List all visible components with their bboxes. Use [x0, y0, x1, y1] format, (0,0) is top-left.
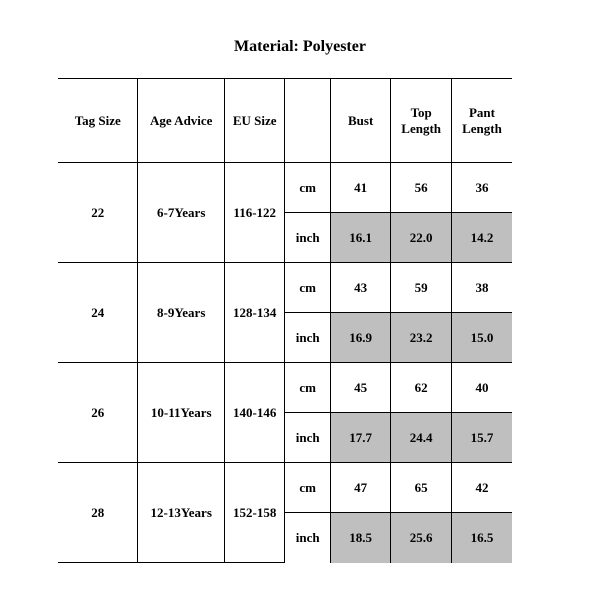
- cell-eu-size: 128-134: [224, 263, 285, 363]
- col-eu-size: EU Size: [224, 79, 285, 163]
- cell-bust-cm: 43: [330, 263, 391, 313]
- cell-bust-cm: 47: [330, 463, 391, 513]
- page: Material: Polyester Tag Size Age Advice …: [0, 0, 600, 600]
- cell-unit-cm: cm: [285, 163, 330, 213]
- cell-age-advice: 8-9Years: [138, 263, 224, 363]
- col-top-length: Top Length: [391, 79, 452, 163]
- cell-pant-inch: 14.2: [451, 213, 512, 263]
- col-pant-length: Pant Length: [451, 79, 512, 163]
- table-row: 26 10-11Years 140-146 cm 45 62 40: [58, 363, 512, 413]
- cell-top-cm: 56: [391, 163, 452, 213]
- cell-unit-inch: inch: [285, 513, 330, 563]
- cell-bust-cm: 41: [330, 163, 391, 213]
- cell-eu-size: 152-158: [224, 463, 285, 563]
- cell-tag-size: 26: [58, 363, 138, 463]
- cell-unit-inch: inch: [285, 313, 330, 363]
- cell-age-advice: 10-11Years: [138, 363, 224, 463]
- col-unit: [285, 79, 330, 163]
- cell-bust-inch: 16.9: [330, 313, 391, 363]
- cell-pant-cm: 42: [451, 463, 512, 513]
- cell-tag-size: 28: [58, 463, 138, 563]
- cell-unit-inch: inch: [285, 413, 330, 463]
- cell-top-cm: 62: [391, 363, 452, 413]
- table-row: 22 6-7Years 116-122 cm 41 56 36: [58, 163, 512, 213]
- cell-top-inch: 25.6: [391, 513, 452, 563]
- cell-age-advice: 6-7Years: [138, 163, 224, 263]
- cell-pant-inch: 16.5: [451, 513, 512, 563]
- cell-pant-cm: 36: [451, 163, 512, 213]
- col-tag-size: Tag Size: [58, 79, 138, 163]
- cell-pant-inch: 15.0: [451, 313, 512, 363]
- cell-unit-inch: inch: [285, 213, 330, 263]
- cell-pant-cm: 38: [451, 263, 512, 313]
- cell-bust-cm: 45: [330, 363, 391, 413]
- col-age-advice: Age Advice: [138, 79, 224, 163]
- cell-age-advice: 12-13Years: [138, 463, 224, 563]
- col-bust: Bust: [330, 79, 391, 163]
- cell-unit-cm: cm: [285, 363, 330, 413]
- sizing-table: Tag Size Age Advice EU Size Bust Top Len…: [58, 78, 512, 563]
- cell-eu-size: 140-146: [224, 363, 285, 463]
- cell-top-cm: 59: [391, 263, 452, 313]
- table-row: 24 8-9Years 128-134 cm 43 59 38: [58, 263, 512, 313]
- cell-top-inch: 24.4: [391, 413, 452, 463]
- header-row: Tag Size Age Advice EU Size Bust Top Len…: [58, 79, 512, 163]
- cell-tag-size: 22: [58, 163, 138, 263]
- cell-eu-size: 116-122: [224, 163, 285, 263]
- cell-bust-inch: 16.1: [330, 213, 391, 263]
- table-row: 28 12-13Years 152-158 cm 47 65 42: [58, 463, 512, 513]
- table-container: Tag Size Age Advice EU Size Bust Top Len…: [0, 78, 600, 563]
- cell-bust-inch: 17.7: [330, 413, 391, 463]
- cell-pant-cm: 40: [451, 363, 512, 413]
- cell-top-inch: 22.0: [391, 213, 452, 263]
- cell-unit-cm: cm: [285, 463, 330, 513]
- cell-bust-inch: 18.5: [330, 513, 391, 563]
- cell-top-cm: 65: [391, 463, 452, 513]
- cell-tag-size: 24: [58, 263, 138, 363]
- cell-unit-cm: cm: [285, 263, 330, 313]
- page-title: Material: Polyester: [0, 0, 600, 78]
- cell-pant-inch: 15.7: [451, 413, 512, 463]
- cell-top-inch: 23.2: [391, 313, 452, 363]
